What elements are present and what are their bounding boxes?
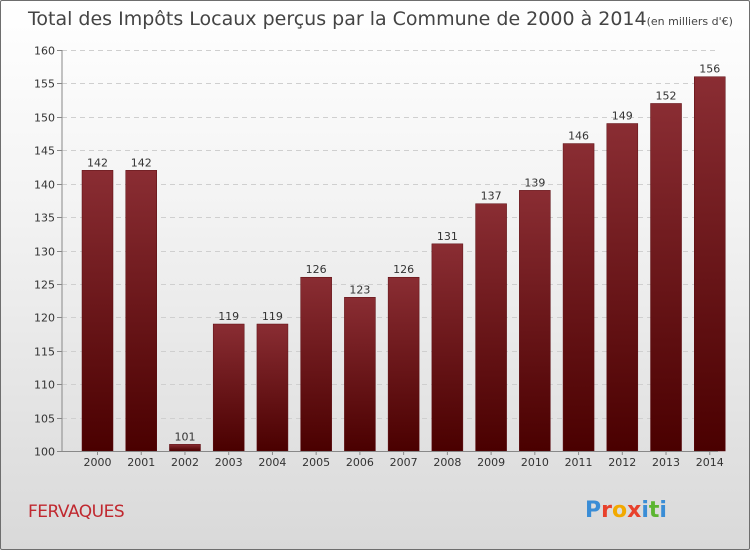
x-tick-label: 2003 <box>215 456 243 469</box>
x-tick-label: 2005 <box>302 456 330 469</box>
y-tick-label: 135 <box>34 212 55 225</box>
x-tick-label: 2011 <box>565 456 593 469</box>
chart-title: Total des Impôts Locaux perçus par la Co… <box>27 8 733 30</box>
x-tick-label: 2006 <box>346 456 374 469</box>
x-tick-label: 2014 <box>696 456 724 469</box>
bar <box>431 243 464 452</box>
bar <box>694 76 726 452</box>
bar <box>125 170 157 452</box>
y-tick-label: 125 <box>34 279 55 292</box>
y-tick-label: 130 <box>34 246 55 259</box>
bar-value-label: 119 <box>218 310 239 323</box>
logo-letter: t <box>649 498 660 523</box>
bar-value-label: 137 <box>481 190 502 203</box>
bar-value-label: 156 <box>699 63 720 76</box>
bar-value-label: 131 <box>437 230 458 243</box>
bar <box>169 444 201 452</box>
commune-name: FERVAQUES <box>28 502 124 522</box>
logo-letter: o <box>612 498 627 523</box>
bar-value-label: 149 <box>612 110 633 123</box>
bar-value-label: 101 <box>174 430 195 443</box>
bar-value-label: 139 <box>524 176 545 189</box>
y-tick-label: 145 <box>34 145 55 158</box>
bar <box>300 276 332 452</box>
x-tick-label: 2002 <box>171 456 199 469</box>
bar <box>475 203 507 452</box>
y-tick-label: 115 <box>34 346 55 359</box>
x-tick-label: 2010 <box>521 456 549 469</box>
logo-letter: i <box>659 498 667 523</box>
x-tick-label: 2004 <box>258 456 286 469</box>
logo-letter: x <box>627 498 641 523</box>
bar-value-label: 123 <box>349 283 370 296</box>
bar <box>81 170 114 452</box>
x-tick-label: 2007 <box>390 456 418 469</box>
bar <box>344 297 376 452</box>
bar-value-label: 152 <box>656 89 677 102</box>
bar <box>650 103 682 452</box>
y-tick-label: 100 <box>34 446 55 459</box>
bar-value-label: 142 <box>131 156 152 169</box>
bar <box>562 143 595 452</box>
logo-letter: P <box>585 498 601 523</box>
x-tick-label: 2001 <box>127 456 155 469</box>
logo-letter: i <box>641 498 649 523</box>
y-tick-label: 110 <box>34 379 55 392</box>
y-tick-label: 105 <box>34 413 55 426</box>
bar-value-label: 146 <box>568 130 589 143</box>
bar-value-label: 126 <box>393 263 414 276</box>
y-tick-label: 160 <box>34 45 55 58</box>
x-axis: 2000 2001 2002 2003 2004 2005 2006 2007 2008 2009… <box>62 451 724 469</box>
y-tick-label: 155 <box>34 78 55 91</box>
bars: 142 142 101 119 119 126 123 126 131 137 139 146 149 1… <box>81 63 726 452</box>
y-axis: 100 105 110 115 120 125 130 135 140 145 150 155 160 <box>34 45 63 459</box>
bar <box>519 190 551 452</box>
proxiti-logo: Proxiti <box>585 498 667 523</box>
bar <box>212 323 245 452</box>
bar <box>256 323 289 452</box>
bar-value-label: 126 <box>306 263 327 276</box>
bar <box>606 123 639 452</box>
y-tick-label: 150 <box>34 112 55 125</box>
x-tick-label: 2008 <box>433 456 461 469</box>
bar-value-label: 142 <box>87 156 108 169</box>
x-tick-label: 2013 <box>652 456 680 469</box>
bar-value-label: 119 <box>262 310 283 323</box>
bar <box>387 276 420 452</box>
y-tick-label: 140 <box>34 179 55 192</box>
x-tick-label: 2009 <box>477 456 505 469</box>
y-tick-label: 120 <box>34 312 55 325</box>
x-tick-label: 2000 <box>84 456 112 469</box>
logo-letter: r <box>601 498 612 523</box>
x-tick-label: 2012 <box>608 456 636 469</box>
